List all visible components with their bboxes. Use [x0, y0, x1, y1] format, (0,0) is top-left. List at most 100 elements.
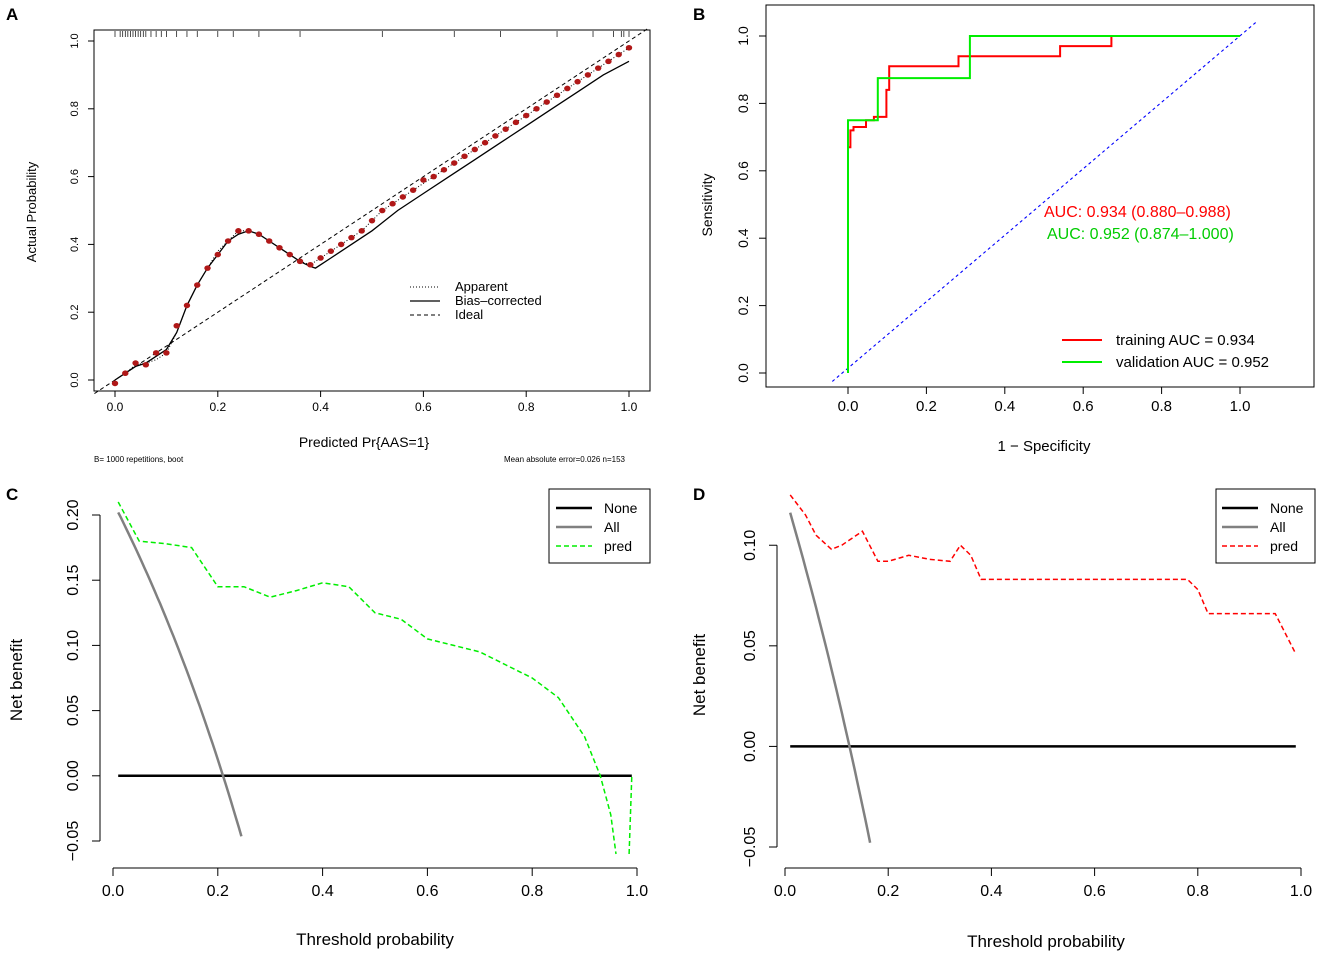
x-tick-label: 0.2	[916, 398, 937, 415]
calibration-dot	[358, 228, 365, 234]
y-tick-label: 0.05	[742, 630, 759, 661]
panel-a-legend: Apparent Bias–corrected Ideal	[410, 279, 542, 322]
calibration-dot	[409, 187, 417, 193]
x-tick-label: 0.8	[521, 883, 543, 900]
all-line	[788, 512, 872, 844]
legend-ideal: Ideal	[455, 307, 483, 322]
x-tick-label: 0.8	[1187, 883, 1209, 900]
x-tick-label: 0.2	[207, 883, 229, 900]
calibration-dot	[276, 244, 283, 251]
panel-d-x-ticks: 0.0 0.2 0.4 0.6 0.8 1.0	[774, 868, 1312, 900]
calibration-dot	[194, 282, 201, 288]
calibration-dot	[574, 78, 581, 85]
x-tick-label: 0.6	[415, 400, 432, 414]
x-tick-label: 1.0	[1230, 398, 1251, 415]
calibration-dot	[286, 251, 293, 258]
panel-d-label: D	[693, 485, 705, 504]
x-tick-label: 0.8	[1151, 398, 1172, 415]
y-tick-label: 1.0	[69, 33, 81, 48]
panel-d-y-label: Net benefit	[690, 634, 709, 716]
calibration-dot	[379, 207, 386, 214]
y-tick-label: 0.10	[65, 630, 82, 661]
calibration-dot	[266, 238, 273, 244]
bias-corrected-line	[114, 60, 630, 381]
calibration-dot	[564, 85, 571, 92]
x-tick-label: 0.6	[1083, 883, 1105, 900]
ideal-line	[94, 27, 650, 394]
panel-c-x-ticks: 0.0 0.2 0.4 0.6 0.8 1.0	[102, 868, 648, 900]
validation-roc-line	[847, 35, 1240, 373]
calibration-dot	[224, 238, 232, 244]
x-tick-label: 0.2	[877, 883, 899, 900]
calibration-dot	[481, 139, 489, 146]
panel-a-curves	[114, 47, 630, 381]
legend-c-none: None	[604, 500, 638, 516]
panel-c-decision-curve: C 0.0 0.2 0.4 0.6 0.8 1.0 −0.05 0.00 0.05 0.10 0.…	[6, 485, 651, 949]
chance-diagonal	[831, 22, 1257, 382]
panel-b-roc-curves	[847, 35, 1240, 373]
legend-bias-corrected: Bias–corrected	[455, 293, 542, 308]
calibration-dot	[533, 106, 540, 112]
x-tick-label: 0.4	[994, 398, 1015, 415]
calibration-dot	[317, 255, 324, 261]
legend-c-all: All	[604, 519, 620, 535]
calibration-dot	[183, 302, 191, 309]
calibration-dot	[584, 72, 592, 78]
x-tick-label: 0.0	[102, 883, 124, 900]
y-tick-label: −0.05	[742, 827, 759, 868]
calibration-dot	[451, 160, 458, 166]
panel-b-y-label: Sensitivity	[699, 173, 715, 236]
y-tick-label: 0.00	[65, 760, 82, 791]
panel-c-legend: None All pred	[548, 488, 651, 564]
calibration-dot	[543, 99, 550, 105]
panel-a-x-ticks: 0.0 0.2 0.4 0.6 0.8 1.0	[107, 391, 638, 414]
x-tick-label: 0.4	[311, 883, 333, 900]
calibration-dot	[255, 231, 263, 238]
legend-training: training AUC = 0.934	[1116, 332, 1255, 349]
panel-a-rug	[114, 31, 630, 37]
panel-a-ideal-line	[94, 27, 650, 394]
panel-a-x-label: Predicted Pr{AAS=1}	[299, 434, 430, 450]
calibration-dot	[142, 361, 150, 368]
panel-b-roc: B 0.0 0.2 0.4 0.6 0.8 1.0 0.00.20.40.60.81.0 …	[693, 4, 1315, 455]
legend-apparent: Apparent	[455, 279, 508, 294]
calibration-dot	[111, 380, 119, 387]
all-line	[117, 511, 243, 837]
apparent-line	[114, 47, 630, 381]
calibration-dot	[348, 234, 355, 241]
pred-line	[789, 494, 1297, 655]
panel-d-axes	[776, 545, 1301, 869]
y-tick-label: 0.20	[65, 499, 82, 530]
y-tick-label: 0.10	[742, 530, 759, 561]
calibration-dot	[523, 112, 530, 119]
y-tick-label: 0.00	[742, 731, 759, 762]
calibration-dot	[625, 44, 633, 51]
legend-c-pred: pred	[604, 538, 632, 554]
y-tick-label: 0.6	[69, 169, 81, 184]
panel-c-y-label: Net benefit	[7, 639, 26, 721]
y-tick-label: 0.2	[69, 305, 81, 320]
y-tick-label: 0.4	[735, 228, 751, 248]
panel-d-decision-curve: D 0.0 0.2 0.4 0.6 0.8 1.0 −0.05 0.00 0.05 0.10 T…	[690, 485, 1316, 951]
y-tick-label: 0.15	[65, 565, 82, 596]
x-tick-label: 0.0	[107, 400, 124, 414]
calibration-dot	[440, 167, 448, 173]
pred_tail-line	[628, 775, 633, 855]
legend-validation: validation AUC = 0.952	[1116, 354, 1269, 371]
panel-d-legend: None All pred	[1215, 488, 1316, 564]
panel-a-footnote-left: B= 1000 repetitions, boot	[94, 455, 184, 464]
calibration-dot	[245, 228, 252, 234]
x-tick-label: 1.0	[1290, 883, 1312, 900]
calibration-dot	[296, 258, 304, 265]
panel-b-x-ticks: 0.0 0.2 0.4 0.6 0.8 1.0	[838, 387, 1251, 415]
x-tick-label: 0.4	[980, 883, 1002, 900]
training-roc-line	[847, 35, 1240, 222]
calibration-dot	[204, 265, 211, 271]
panel-a-label: A	[6, 5, 18, 24]
calibration-dot	[502, 126, 509, 132]
panel-a-calibration: A 0.0 0.2 0.4 0.6 0.8 1.0 0.00.20.40.60.81.0 …	[6, 5, 651, 464]
y-tick-label: 0.2	[735, 296, 751, 316]
panel-c-y-ticks: −0.05 0.00 0.05 0.10 0.15 0.20	[65, 499, 100, 861]
panel-a-y-label: Actual Probability	[24, 161, 39, 262]
